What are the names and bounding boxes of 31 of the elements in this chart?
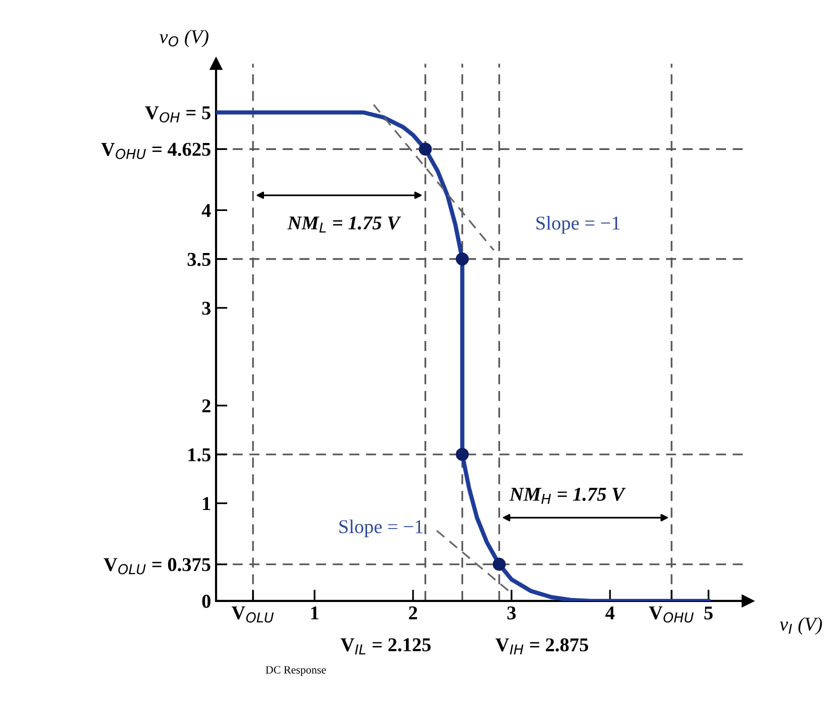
line-series xyxy=(216,110,711,601)
y-tick-label: 2 xyxy=(202,399,210,412)
x-axis-title: v$_{I}$ (V) xyxy=(780,617,822,635)
x-tick-label: 5 xyxy=(704,606,713,620)
x-tick-label: 1 xyxy=(311,606,318,620)
point xyxy=(456,252,469,266)
text: DC Response xyxy=(266,666,326,676)
x-tick-label: V$_{OHU}$ xyxy=(648,606,694,623)
annotation: Slope = −1 xyxy=(339,520,423,538)
annotation: Slope = −1 xyxy=(536,216,620,234)
y-tick-label: 3.5 xyxy=(188,252,210,266)
x-tick-label: 2 xyxy=(408,606,418,620)
annotation: NM$_{H}$ = 1.75 V xyxy=(509,488,626,504)
x-tick-label: 3 xyxy=(507,606,516,620)
y-tick-label: 0 xyxy=(202,594,210,608)
y-tick-label: V$_{OH}$ = 5 xyxy=(145,106,210,123)
x-tick-label: V$_{OLU}$ xyxy=(232,606,274,623)
text: V$_{IL}$ = 2.125 xyxy=(340,638,431,654)
y-tick-label: V$_{OHU}$ = 4.625 xyxy=(101,142,210,160)
y-tick-label: 3 xyxy=(202,302,211,315)
point xyxy=(456,448,469,461)
y-tick-label: 1 xyxy=(203,497,210,510)
y-axis-title: v$_{O}$ (V) xyxy=(160,30,208,48)
y-tick-label: 4 xyxy=(202,204,211,217)
y-tick-label: 1.5 xyxy=(188,448,210,462)
annotation: NM$_{L}$ = 1.75 V xyxy=(287,216,402,232)
text: V$_{IH}$ = 2.875 xyxy=(495,638,588,654)
point xyxy=(492,558,506,571)
x-tick-label: 4 xyxy=(605,606,615,620)
y-tick-label: V$_{OLU}$ = 0.375 xyxy=(104,558,210,574)
point xyxy=(418,142,432,156)
